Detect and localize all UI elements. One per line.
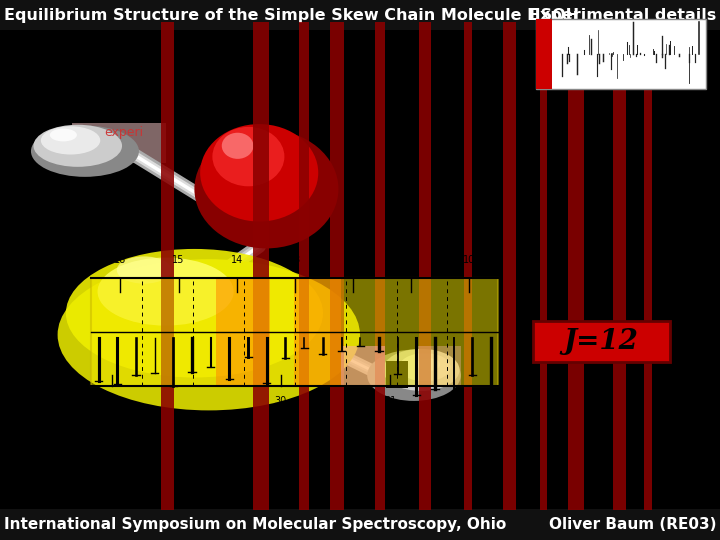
- Text: 29: 29: [105, 396, 118, 406]
- Bar: [330, 22, 344, 510]
- Text: 12: 12: [347, 254, 359, 265]
- Text: experi: experi: [104, 126, 143, 139]
- Bar: [568, 22, 584, 510]
- Bar: [0, 509, 720, 540]
- Bar: [464, 22, 472, 510]
- Ellipse shape: [200, 124, 318, 221]
- Ellipse shape: [117, 256, 171, 284]
- Text: International Symposium on Molecular Spectroscopy, Ohio: International Symposium on Molecular Spe…: [4, 517, 506, 532]
- Ellipse shape: [31, 126, 139, 177]
- Text: Equilibrium Structure of the Simple Skew Chain Molecule HSOH: Equilibrium Structure of the Simple Skew…: [4, 8, 579, 23]
- Bar: [253, 22, 269, 510]
- Bar: [416, 346, 461, 386]
- Text: 14: 14: [230, 254, 243, 265]
- Text: 31: 31: [384, 396, 397, 406]
- Bar: [644, 22, 652, 510]
- Text: Oliver Baum (RE03): Oliver Baum (RE03): [549, 517, 716, 532]
- Bar: [613, 22, 626, 510]
- Bar: [72, 123, 166, 163]
- Text: J=12: J=12: [564, 328, 639, 355]
- Bar: [0, 0, 720, 30]
- Bar: [341, 346, 385, 386]
- Text: 10: 10: [463, 254, 475, 265]
- Bar: [536, 19, 706, 89]
- Ellipse shape: [41, 126, 100, 154]
- Bar: [503, 22, 516, 510]
- Ellipse shape: [367, 350, 461, 401]
- Text: 13: 13: [289, 254, 301, 265]
- Text: 16: 16: [114, 254, 127, 265]
- Ellipse shape: [66, 249, 323, 377]
- Ellipse shape: [212, 127, 284, 186]
- Text: 11: 11: [405, 254, 417, 265]
- Ellipse shape: [417, 358, 440, 371]
- Bar: [540, 22, 547, 510]
- Bar: [91, 278, 498, 386]
- Bar: [161, 22, 174, 510]
- Text: 30: 30: [274, 396, 287, 406]
- Text: Experimental details: Experimental details: [529, 8, 716, 23]
- Bar: [533, 321, 670, 362]
- Ellipse shape: [58, 259, 360, 410]
- Ellipse shape: [399, 353, 451, 381]
- Ellipse shape: [222, 133, 253, 159]
- Text: 15: 15: [172, 254, 185, 265]
- Ellipse shape: [50, 129, 77, 141]
- Bar: [375, 22, 385, 510]
- Bar: [216, 278, 270, 386]
- Ellipse shape: [34, 125, 122, 167]
- Ellipse shape: [383, 349, 459, 391]
- Bar: [536, 19, 552, 89]
- Bar: [419, 22, 431, 510]
- Ellipse shape: [194, 130, 338, 248]
- Bar: [294, 278, 341, 386]
- Ellipse shape: [97, 258, 233, 326]
- Bar: [386, 361, 408, 388]
- Bar: [299, 22, 309, 510]
